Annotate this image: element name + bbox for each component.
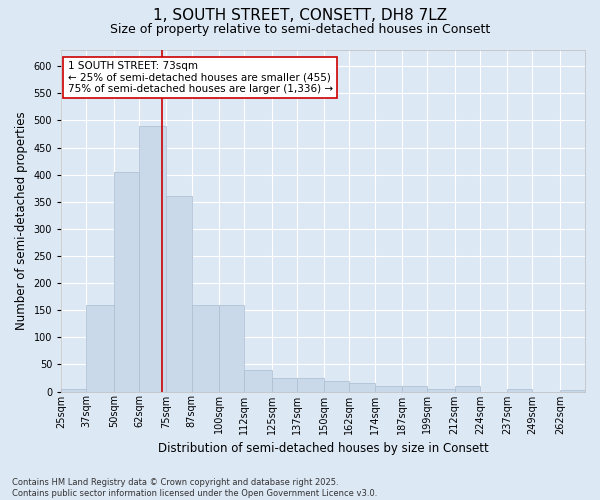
- Bar: [166, 196, 191, 392]
- Bar: [324, 380, 349, 392]
- Bar: [297, 378, 324, 392]
- Bar: [139, 126, 166, 392]
- Bar: [507, 389, 532, 392]
- Bar: [114, 172, 139, 392]
- Bar: [349, 384, 374, 392]
- Text: Size of property relative to semi-detached houses in Consett: Size of property relative to semi-detach…: [110, 22, 490, 36]
- Y-axis label: Number of semi-detached properties: Number of semi-detached properties: [15, 112, 28, 330]
- Text: Contains HM Land Registry data © Crown copyright and database right 2025.
Contai: Contains HM Land Registry data © Crown c…: [12, 478, 377, 498]
- Bar: [86, 305, 114, 392]
- Bar: [455, 386, 480, 392]
- Text: 1 SOUTH STREET: 73sqm
← 25% of semi-detached houses are smaller (455)
75% of sem: 1 SOUTH STREET: 73sqm ← 25% of semi-deta…: [68, 61, 332, 94]
- Bar: [402, 386, 427, 392]
- Bar: [61, 389, 86, 392]
- X-axis label: Distribution of semi-detached houses by size in Consett: Distribution of semi-detached houses by …: [158, 442, 488, 455]
- Bar: [191, 305, 219, 392]
- Bar: [244, 370, 272, 392]
- Bar: [560, 390, 585, 392]
- Bar: [374, 386, 402, 392]
- Bar: [219, 305, 244, 392]
- Bar: [272, 378, 297, 392]
- Bar: [427, 389, 455, 392]
- Text: 1, SOUTH STREET, CONSETT, DH8 7LZ: 1, SOUTH STREET, CONSETT, DH8 7LZ: [153, 8, 447, 22]
